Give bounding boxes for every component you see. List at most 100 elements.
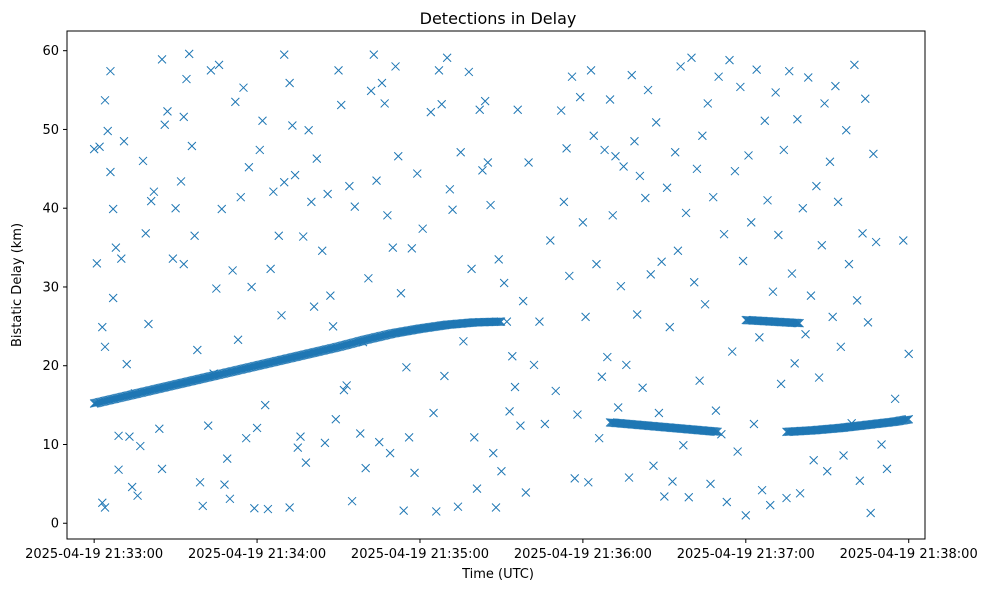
detection-point [179, 259, 189, 269]
detection-point [730, 166, 740, 176]
detection-point [437, 99, 447, 109]
detection-point [803, 73, 813, 82]
detection-point [787, 269, 797, 278]
detection-point [116, 254, 126, 263]
detection-point [771, 88, 781, 97]
detection-point [350, 202, 360, 211]
detection-point [570, 474, 580, 483]
detection-point [722, 497, 732, 507]
detection-point [133, 491, 142, 501]
detection-point [768, 287, 778, 297]
detection-point [304, 125, 314, 135]
detection-point [464, 67, 474, 77]
detection-point [708, 192, 718, 202]
detection-point [765, 500, 775, 510]
detection-point [217, 204, 227, 214]
detection-point [844, 259, 854, 269]
detection-point [630, 136, 639, 146]
detection-point [331, 414, 341, 424]
detection-point [339, 385, 349, 395]
detection-point [456, 147, 466, 157]
detection-point [168, 254, 178, 263]
detection-point [749, 419, 759, 429]
detection-point [114, 431, 123, 441]
detection-point [92, 258, 102, 268]
detection-point [507, 351, 517, 361]
detection-point [898, 236, 908, 245]
detection-point [106, 167, 115, 177]
detection-point [369, 50, 379, 59]
detection-point [518, 296, 528, 306]
detection-point [334, 66, 343, 75]
detection-point [736, 82, 745, 92]
detection-point [214, 60, 224, 70]
detection-point [505, 407, 514, 416]
detection-point [678, 440, 688, 450]
detection-point [274, 231, 284, 241]
detection-point [516, 421, 525, 430]
x-tick-label: 2025-04-19 21:37:00 [677, 547, 815, 562]
detection-point [540, 419, 550, 429]
detection-point [459, 336, 468, 346]
detection-point [741, 511, 751, 520]
detection-point [551, 386, 561, 396]
detection-point [649, 461, 658, 471]
track-0-point [340, 340, 349, 350]
detection-point [266, 264, 275, 274]
detection-point [833, 197, 843, 207]
y-tick-label: 10 [42, 438, 59, 453]
detection-point [562, 143, 571, 153]
y-axis-label: Bistatic Delay (km) [10, 223, 25, 347]
detection-point [222, 454, 232, 464]
track-2-point [795, 318, 804, 328]
detection-point [326, 291, 335, 300]
detection-point [755, 333, 764, 342]
detection-point [597, 372, 607, 382]
detection-point [822, 466, 832, 476]
track-0-point [356, 336, 365, 346]
detection-point [684, 492, 694, 502]
detection-point [445, 184, 455, 194]
detection-point [391, 62, 400, 71]
detection-point [160, 120, 170, 130]
track-0-point [330, 343, 340, 353]
chart-title: Detections in Delay [420, 9, 577, 28]
detection-point [600, 145, 609, 155]
detection-point [809, 455, 819, 465]
detection-point [258, 116, 267, 126]
detection-point [714, 72, 723, 82]
detection-point [871, 237, 881, 247]
detection-point [312, 154, 322, 163]
detection-point [488, 448, 498, 458]
detection-point [192, 345, 202, 355]
detection-point [298, 232, 308, 241]
detection-point [111, 243, 121, 252]
detection-point [431, 507, 441, 516]
track-1-point [713, 427, 722, 437]
detection-point [442, 53, 452, 63]
detection-point [689, 277, 699, 287]
detection-point [673, 246, 683, 256]
detection-point [228, 266, 237, 275]
detection-point [850, 60, 859, 70]
y-tick-label: 0 [51, 517, 59, 532]
detection-point [635, 171, 645, 181]
x-axis-ticks: 2025-04-19 21:33:00 2025-04-19 21:34:00 20… [25, 539, 978, 562]
detection-point [676, 62, 685, 71]
track-0-point [358, 336, 368, 345]
detection-point [820, 99, 829, 108]
detection-point [320, 438, 330, 448]
detection-point [513, 105, 523, 115]
detection-point [393, 151, 403, 161]
detection-point [97, 498, 107, 508]
detection-point [752, 65, 762, 74]
detection-point [668, 477, 677, 486]
track-0-point [341, 340, 351, 350]
detection-point [279, 177, 289, 187]
detection-point [510, 382, 520, 392]
y-axis-label-group: Bistatic Delay (km) [10, 223, 25, 347]
detection-point [877, 440, 886, 449]
x-tick-label: 2025-04-19 21:35:00 [351, 547, 489, 562]
detection-point [412, 169, 422, 178]
